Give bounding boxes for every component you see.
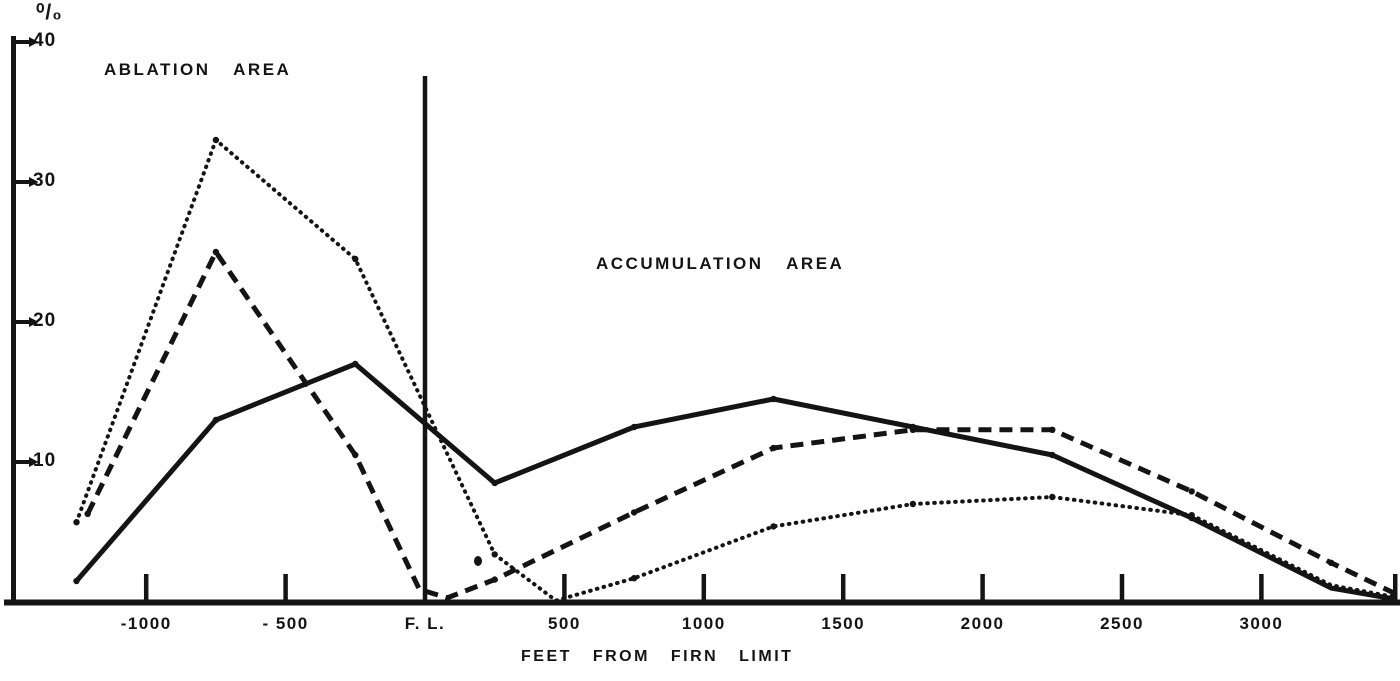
dashed-curve-point [770,444,777,452]
x-tick-label: 1000 [681,614,726,633]
x-tick-label: 2500 [1100,614,1144,633]
solid-curve-point [630,423,638,431]
dashed-curve-point [84,510,91,517]
dotted-curve-point [1049,493,1056,501]
ablation-area-label: ABLATION AREA [104,60,292,79]
solid-curve-point [352,360,359,368]
y-tick-label: 10 [33,450,57,471]
dotted-curve-point [909,500,917,508]
y-tick-arrow-icon [29,37,39,47]
solid-curve-point [212,416,220,424]
dashed-curve-point [1188,488,1195,495]
dotted-curve-point [352,255,359,263]
dashed-curve-point [630,509,638,516]
y-tick-arrow-icon [29,317,39,327]
dashed-curve-point [352,451,359,459]
dotted-curve-point [73,519,80,526]
dotted-curve-point [630,575,638,582]
dotted-curve-point [770,523,777,530]
dotted-curve-line [74,138,1398,603]
solid-curve-point [491,479,498,487]
y-tick-label: 30 [33,170,57,191]
ink-speck [474,556,482,566]
solid-curve-point [73,577,80,585]
x-tick-label: 1500 [821,614,866,633]
solid-curve-point [1049,451,1056,459]
x-axis-title: FEET FROM FIRN LIMIT [521,648,794,665]
solid-curve-line [74,361,1396,602]
accumulation-area-label: ACCUMULATION AREA [596,254,845,273]
solid-curve-point [770,395,777,403]
x-tick-label: 3000 [1239,614,1284,633]
x-tick-label: -1000 [120,614,172,633]
x-tick-label: 500 [547,614,581,633]
y-tick-label: 20 [33,310,57,331]
y-tick-arrow-icon [29,177,39,187]
dotted-curve-point [1188,512,1195,519]
dotted-curve-point [491,551,498,558]
dashed-curve-point [1049,426,1056,433]
dashed-curve-point [909,426,917,433]
dashed-curve-point [1327,559,1335,566]
dashed-curve-line [85,249,1397,601]
dotted-curve-point [212,136,220,144]
dashed-curve-point [491,576,498,583]
x-tick-label: - 500 [262,614,309,633]
y-tick-label: 40 [33,30,57,51]
x-tick-label: 2000 [960,614,1005,633]
dashed-curve-point [212,248,220,256]
firn-limit-label: F. L. [404,614,446,633]
y-tick-arrow-icon [29,457,39,467]
y-axis-unit-label: ⁰/₀ [36,1,63,24]
